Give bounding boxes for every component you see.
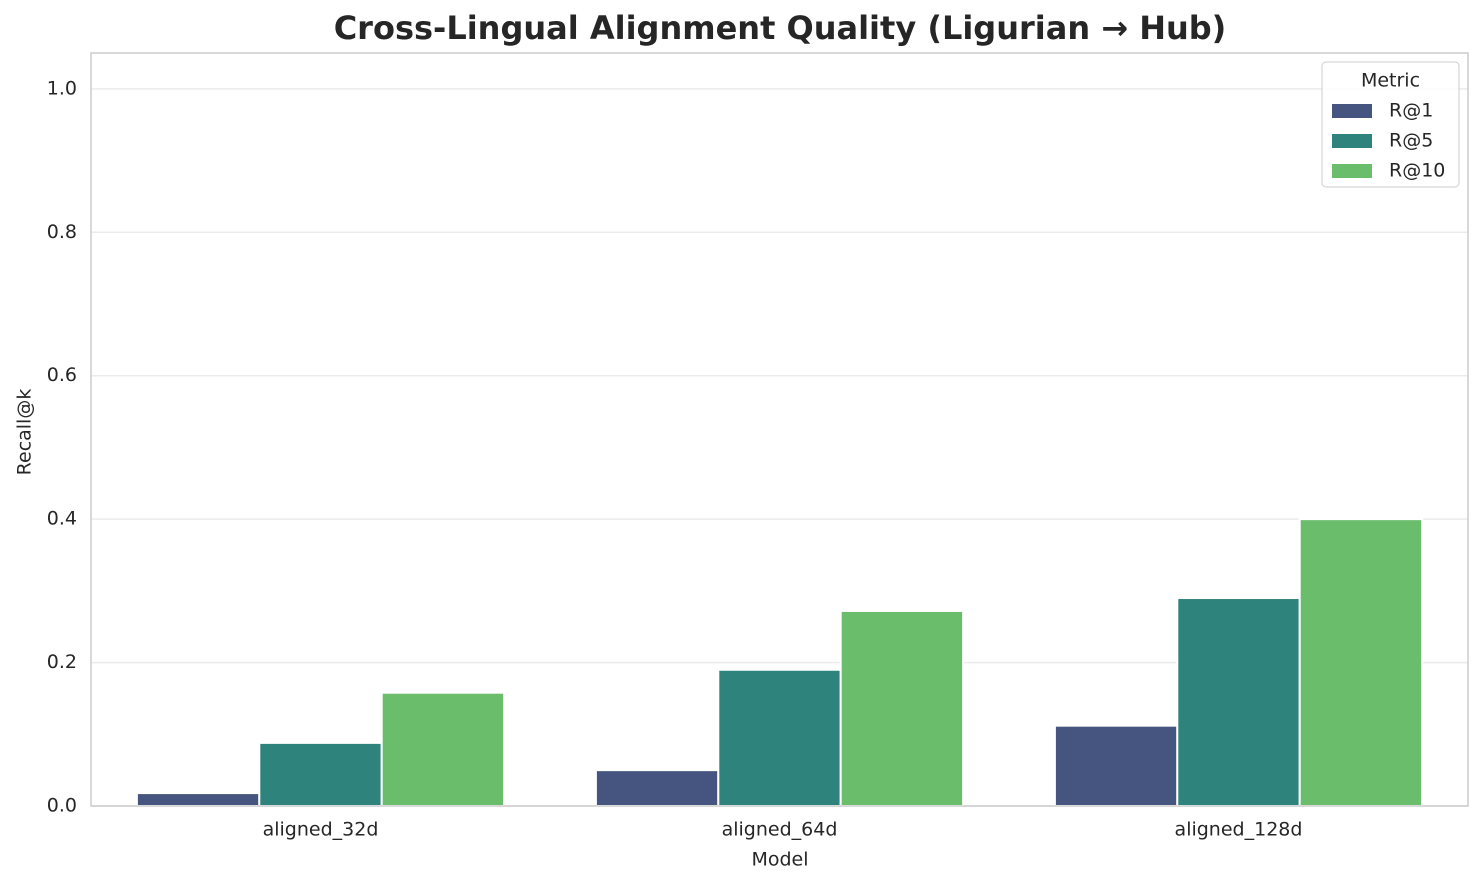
y-tick-label: 1.0 [47, 77, 77, 99]
x-tick-label: aligned_64d [722, 819, 838, 841]
y-axis-label: Recall@k [14, 389, 36, 476]
bar [380, 691, 506, 807]
legend-swatch [1332, 134, 1372, 148]
bar [258, 741, 383, 807]
y-tick-label: 0.2 [47, 651, 77, 673]
chart-title: Cross-Lingual Alignment Quality (Liguria… [334, 9, 1227, 47]
y-tick-label: 0.6 [47, 364, 77, 386]
legend-swatch [1332, 164, 1372, 178]
legend-frame [1321, 61, 1460, 188]
legend-label: R@10 [1389, 160, 1445, 182]
y-tick-label: 0.0 [47, 795, 77, 817]
bar [1298, 518, 1424, 808]
y-tick-label: 0.8 [47, 221, 77, 243]
legend-label: R@1 [1389, 100, 1433, 122]
bar [594, 769, 720, 808]
x-tick-label: aligned_32d [263, 819, 379, 841]
bar [135, 792, 261, 808]
bar [1053, 724, 1179, 807]
legend-title: Metric [1361, 70, 1420, 92]
y-tick-label: 0.4 [47, 508, 77, 530]
legend-swatch [1332, 104, 1372, 118]
legend-label: R@5 [1389, 130, 1433, 152]
plot-frame [90, 52, 1469, 807]
bar [717, 668, 842, 807]
legend: Metric R@1 R@5 R@10 [1321, 61, 1460, 188]
bar [1176, 597, 1301, 807]
bar [839, 609, 965, 807]
x-tick-label: aligned_128d [1175, 819, 1303, 841]
x-axis-label: Model [751, 849, 808, 871]
